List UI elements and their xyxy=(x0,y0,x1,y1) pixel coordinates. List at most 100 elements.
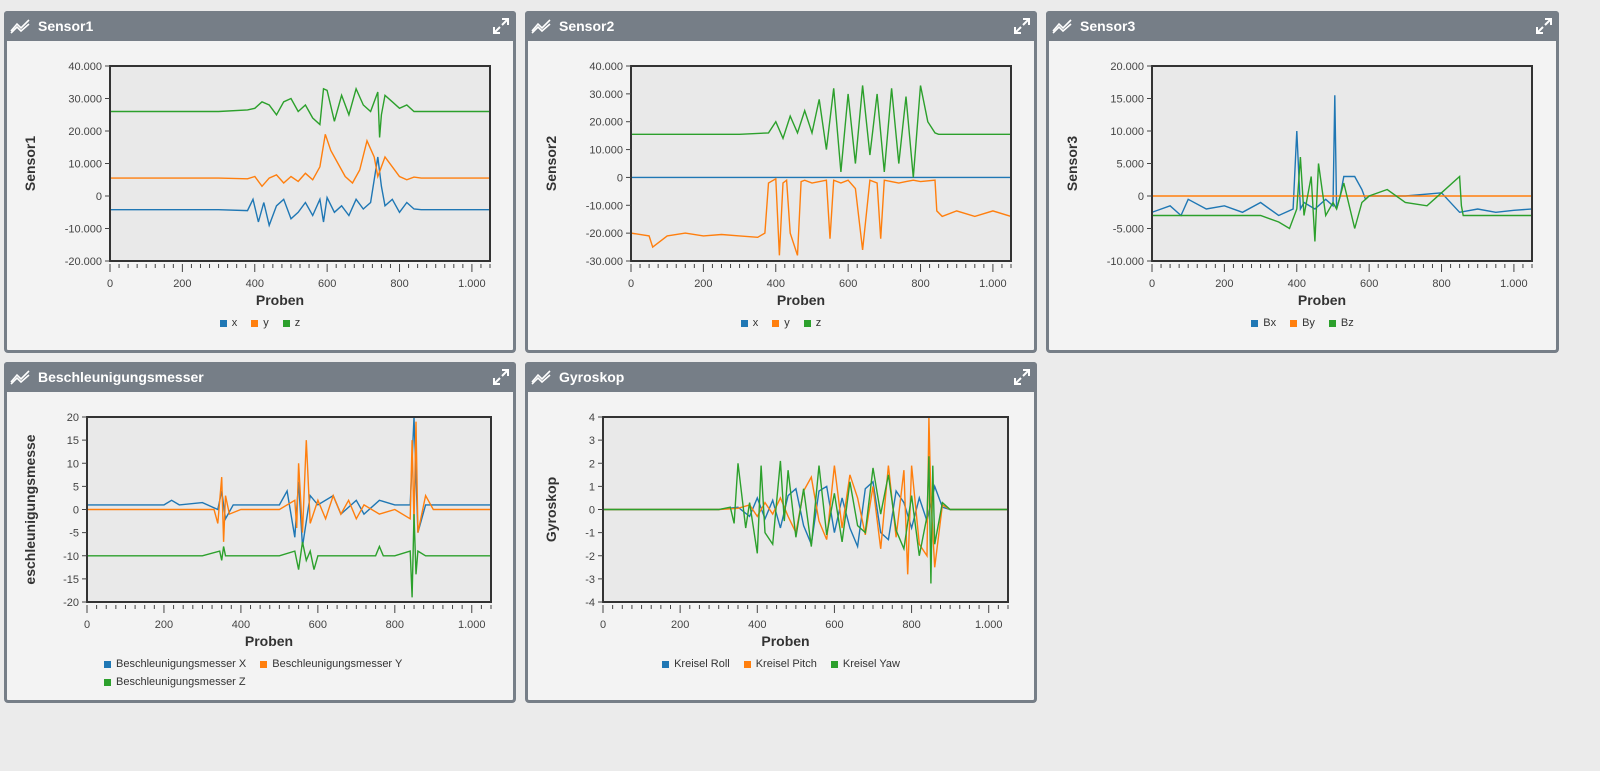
y-tick-label: -4 xyxy=(585,597,595,609)
y-tick-label: 0 xyxy=(617,172,623,184)
legend-item[interactable]: z xyxy=(282,317,301,329)
legend-swatch xyxy=(1251,319,1259,327)
legend: Beschleunigungsmesser X Beschleunigungsme… xyxy=(7,658,513,694)
panel-header: Sensor1 xyxy=(4,11,516,41)
y-axis-title: Sensor2 xyxy=(543,136,559,191)
y-axis-title: eschleunigungsmesse xyxy=(22,434,38,584)
legend-item[interactable]: Bx xyxy=(1251,317,1276,329)
x-tick-label: 1.000 xyxy=(458,278,486,290)
y-tick-label: -2 xyxy=(585,551,595,563)
panel-title: Sensor3 xyxy=(1080,18,1136,34)
x-tick-label: 400 xyxy=(232,619,250,631)
panel-title: Sensor2 xyxy=(559,18,615,34)
legend-item[interactable]: Kreisel Pitch xyxy=(743,658,817,670)
y-tick-label: 0 xyxy=(96,191,102,203)
y-tick-label: 20.000 xyxy=(589,117,623,129)
legend-item[interactable]: Beschleunigungsmesser Z xyxy=(104,676,246,688)
x-tick-label: 0 xyxy=(600,619,606,631)
x-tick-label: 1.000 xyxy=(975,619,1003,631)
panel-beschleunigungsmesser: Beschleunigungsmesser 20 15 10 5 0 -5 -10 -15 -2… xyxy=(4,362,516,703)
expand-icon[interactable] xyxy=(1013,17,1031,35)
y-tick-label: 10.000 xyxy=(1110,126,1144,138)
y-tick-label: 3 xyxy=(589,435,595,447)
y-tick-label: 10.000 xyxy=(68,159,102,171)
x-tick-label: 0 xyxy=(84,619,90,631)
legend-item[interactable]: x xyxy=(740,317,759,329)
expand-icon[interactable] xyxy=(1013,368,1031,386)
y-tick-label: 30.000 xyxy=(589,89,623,101)
legend-swatch xyxy=(743,660,751,668)
legend-label: x xyxy=(231,317,238,329)
legend-label: Bz xyxy=(1340,317,1354,329)
y-tick-label: 30.000 xyxy=(68,94,102,106)
x-tick-label: 200 xyxy=(173,278,191,290)
line-chart-icon xyxy=(10,370,30,385)
legend-item[interactable]: Beschleunigungsmesser Y xyxy=(260,658,402,670)
y-tick-label: -3 xyxy=(585,574,595,586)
legend-label: x xyxy=(752,317,759,329)
legend-item[interactable]: x xyxy=(219,317,238,329)
legend-label: Kreisel Pitch xyxy=(755,658,817,670)
chart-sensor1: 40.000 30.000 20.000 10.000 0 -10.000 -20.000 0… xyxy=(22,61,491,308)
legend-label: By xyxy=(1302,317,1315,329)
legend: x y z xyxy=(7,317,513,335)
legend-label: Beschleunigungsmesser Y xyxy=(272,658,403,670)
y-tick-label: -30.000 xyxy=(586,256,623,268)
legend: Bx By Bz xyxy=(1049,317,1556,335)
legend-label: y xyxy=(784,317,790,329)
x-tick-label: 600 xyxy=(318,278,336,290)
legend-label: Kreisel Yaw xyxy=(842,658,900,670)
legend-item[interactable]: Bz xyxy=(1328,317,1354,329)
legend-item[interactable]: By xyxy=(1290,317,1315,329)
expand-icon[interactable] xyxy=(1535,17,1553,35)
x-tick-label: 0 xyxy=(107,278,113,290)
legend-label: Bx xyxy=(1263,317,1277,329)
legend-item[interactable]: Kreisel Yaw xyxy=(830,658,900,670)
legend-label: Kreisel Roll xyxy=(674,658,730,670)
x-axis-title: Proben xyxy=(777,292,825,308)
x-tick-label: 400 xyxy=(246,278,264,290)
y-axis-title: Sensor1 xyxy=(22,136,38,191)
x-tick-label: 200 xyxy=(1215,278,1233,290)
x-tick-label: 200 xyxy=(155,619,173,631)
y-tick-label: 20 xyxy=(67,412,79,424)
x-tick-label: 600 xyxy=(825,619,843,631)
series-line-kreisel-roll xyxy=(604,480,1007,550)
panel-title: Beschleunigungsmesser xyxy=(38,369,204,385)
series-line-beschleunigungsmesser-z xyxy=(88,514,490,598)
legend-swatch xyxy=(104,678,111,686)
legend-swatch xyxy=(740,319,748,327)
y-tick-label: 20.000 xyxy=(1110,61,1144,73)
legend: Kreisel Roll Kreisel Pitch Kreisel Yaw xyxy=(528,658,1034,676)
legend-label: z xyxy=(294,317,301,329)
x-axis-title: Proben xyxy=(1298,292,1346,308)
legend-item[interactable]: y xyxy=(772,317,790,329)
plot-area xyxy=(109,65,491,262)
x-tick-label: 800 xyxy=(386,619,404,631)
expand-icon[interactable] xyxy=(492,17,510,35)
legend-item[interactable]: Kreisel Roll xyxy=(662,658,730,670)
legend-item[interactable]: z xyxy=(803,317,821,329)
series-line-y xyxy=(632,177,1010,256)
x-tick-label: 200 xyxy=(671,619,689,631)
y-tick-label: 15.000 xyxy=(1110,94,1144,106)
chart-sensor3: 20.000 15.000 10.000 5.000 0 -5.000 -10.000 0 20… xyxy=(1064,61,1533,308)
y-tick-label: 20.000 xyxy=(68,126,102,138)
y-tick-label: -5 xyxy=(69,528,79,540)
y-tick-label: -20.000 xyxy=(65,256,102,268)
legend-item[interactable]: Beschleunigungsmesser X xyxy=(104,658,246,670)
x-tick-label: 800 xyxy=(1432,278,1450,290)
y-tick-label: -5.000 xyxy=(1113,224,1144,236)
legend-item[interactable]: y xyxy=(251,317,269,329)
legend-swatch xyxy=(219,319,227,327)
legend-swatch xyxy=(803,319,811,327)
x-tick-label: 600 xyxy=(1360,278,1378,290)
y-tick-label: -10.000 xyxy=(1107,256,1144,268)
y-tick-label: -1 xyxy=(585,528,595,540)
expand-icon[interactable] xyxy=(492,368,510,386)
y-tick-label: 5 xyxy=(73,481,79,493)
y-tick-label: 0 xyxy=(73,505,79,517)
panel-header: Gyroskop xyxy=(525,362,1037,392)
series-line-z xyxy=(632,85,1010,178)
series-line-kreisel-yaw xyxy=(604,456,1007,584)
